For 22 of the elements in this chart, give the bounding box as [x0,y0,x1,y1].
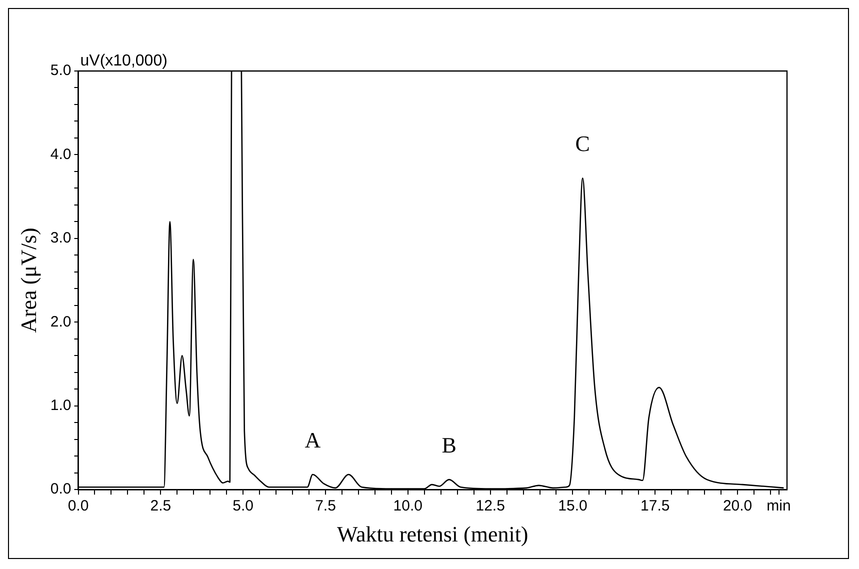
x-tick-label: 15.0 [558,498,588,515]
annotation: A [304,427,321,452]
text: uV(x10,000) [80,52,168,70]
y-tick-label: 1.0 [50,397,72,414]
y-tick-label: 2.0 [50,313,72,330]
x-tick-label: 12.5 [476,498,505,515]
annotation: B [442,432,456,458]
y-tick-label: 0.0 [50,480,72,498]
y-tick-label: 3.0 [50,230,72,247]
y-tick-label: 4.0 [50,146,72,163]
x-tick-label: 0.0 [68,498,89,515]
x-tick-label: 2.5 [150,498,172,515]
x-tick-label: min [766,498,791,515]
annotation: C [575,130,590,156]
x-tick-label: 7.5 [315,498,336,515]
x-tick-label: 10.0 [393,498,423,515]
x-axis-title: Waktu retensi (menit) [336,522,528,547]
x-tick-label: 5.0 [232,498,254,515]
y-axis-title: Area (μV/s) [16,228,41,333]
y-tick-label: 5.0 [50,62,72,80]
x-tick-label: 20.0 [722,498,752,515]
x-tick-label: 17.5 [640,498,670,515]
